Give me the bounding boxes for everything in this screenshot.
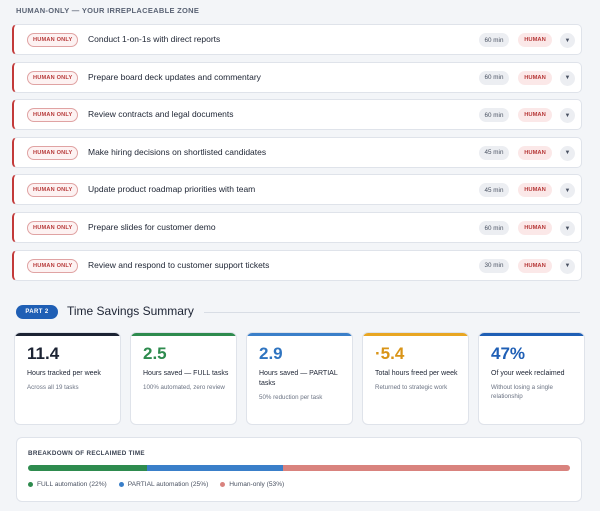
stat-subtext: Without losing a single relationship	[491, 384, 553, 400]
stat-value: 47%	[491, 344, 526, 363]
human-only-tag: HUMAN ONLY	[27, 145, 79, 160]
category-badge: HUMAN	[518, 70, 552, 85]
category-badge: HUMAN	[518, 183, 552, 198]
breakdown-segment	[28, 465, 148, 471]
stat-card: 2.5 Hours saved — FULL tasks 100% automa…	[130, 332, 237, 425]
legend-dot-icon	[220, 482, 226, 487]
human-only-tag: HUMAN ONLY	[27, 221, 79, 235]
stat-subtext: Across all 19 tasks	[27, 384, 79, 391]
task-title: Conduct 1-on-1s with direct reports	[88, 34, 221, 44]
duration-badge: 45 min	[479, 145, 509, 160]
legend-item: FULL automation (22%)	[28, 481, 107, 488]
part-badge: PART 2	[16, 305, 58, 319]
category-badge: HUMAN	[518, 108, 552, 123]
stat-value: 2.9	[259, 344, 283, 363]
legend-dot-icon	[28, 482, 33, 487]
zone-title: HUMAN-ONLY — YOUR IRREPLACEABLE ZONE	[16, 6, 200, 15]
stat-value: 2.5	[143, 344, 167, 363]
task-title: Prepare board deck updates and commentar…	[88, 71, 261, 82]
human-only-tag: HUMAN ONLY	[27, 183, 79, 198]
stat-accent-bar	[131, 333, 236, 336]
breakdown-title: BREAKDOWN OF RECLAIMED TIME	[28, 450, 145, 457]
human-only-tag: HUMAN ONLY	[27, 258, 79, 273]
legend-label: PARTIAL automation (25%)	[127, 481, 209, 488]
human-only-tag: HUMAN ONLY	[27, 33, 79, 47]
stat-accent-bar	[247, 333, 352, 336]
breakdown-card: BREAKDOWN OF RECLAIMED TIME FULL automat…	[16, 437, 582, 502]
stat-value: ·5.4	[375, 344, 405, 363]
chevron-down-icon[interactable]: ▼	[560, 33, 575, 48]
stat-subtext: 100% automated, zero review	[143, 384, 225, 391]
legend-item: PARTIAL automation (25%)	[118, 481, 209, 488]
category-badge: HUMAN	[518, 33, 552, 47]
chevron-down-icon[interactable]: ▼	[560, 108, 575, 124]
category-badge: HUMAN	[518, 145, 552, 160]
human-only-tag: HUMAN ONLY	[27, 108, 79, 123]
duration-badge: 30 min	[479, 258, 509, 273]
duration-badge: 60 min	[479, 70, 509, 85]
task-title: Make hiring decisions on shortlisted can…	[88, 146, 267, 157]
task-row[interactable]: HUMAN ONLY Make hiring decisions on shor…	[12, 136, 582, 168]
category-badge: HUMAN	[518, 258, 552, 273]
chevron-down-icon[interactable]: ▼	[560, 145, 575, 161]
chevron-down-icon[interactable]: ▼	[560, 221, 575, 236]
task-row[interactable]: HUMAN ONLY Conduct 1-on-1s with direct r…	[12, 24, 582, 55]
stat-value: 11.4	[27, 344, 60, 363]
stat-card: 2.9 Hours saved — PARTIAL tasks 50% redu…	[246, 332, 353, 425]
category-badge: HUMAN	[518, 221, 552, 235]
task-title: Prepare slides for customer demo	[88, 222, 216, 232]
duration-badge: 60 min	[479, 221, 509, 235]
stat-subtext: 50% reduction per task	[259, 394, 323, 401]
section-divider	[204, 312, 580, 313]
breakdown-legend: FULL automation (22%) PARTIAL automation…	[28, 481, 284, 488]
stat-label: Total hours freed per week	[375, 370, 458, 377]
chevron-down-icon[interactable]: ▼	[560, 183, 575, 199]
duration-badge: 60 min	[479, 33, 509, 47]
task-title: Update product roadmap priorities with t…	[88, 184, 256, 195]
breakdown-segment	[147, 465, 283, 471]
legend-label: Human-only (53%)	[229, 481, 285, 488]
human-only-tag: HUMAN ONLY	[27, 70, 79, 85]
legend-dot-icon	[118, 482, 124, 487]
stat-card: 47% Of your week reclaimed Without losin…	[478, 332, 585, 425]
stat-label: Hours saved — FULL tasks	[143, 370, 229, 377]
stat-card: 11.4 Hours tracked per week Across all 1…	[14, 332, 121, 425]
legend-item: Human-only (53%)	[220, 481, 284, 488]
stat-label: Hours tracked per week	[27, 370, 101, 377]
task-title: Review and respond to customer support t…	[88, 259, 270, 270]
stat-accent-bar	[363, 333, 468, 336]
stat-label: Hours saved — PARTIAL tasks	[259, 370, 338, 387]
task-row[interactable]: HUMAN ONLY Prepare slides for customer d…	[12, 212, 582, 243]
task-row[interactable]: HUMAN ONLY Prepare board deck updates an…	[12, 61, 582, 93]
breakdown-bar	[28, 465, 570, 471]
stat-subtext: Returned to strategic work	[375, 384, 448, 391]
stat-card: ·5.4 Total hours freed per week Returned…	[362, 332, 469, 425]
task-row[interactable]: HUMAN ONLY Update product roadmap priori…	[12, 174, 582, 206]
breakdown-segment	[282, 465, 570, 471]
chevron-down-icon[interactable]: ▼	[560, 258, 575, 274]
task-row[interactable]: HUMAN ONLY Review and respond to custome…	[12, 249, 582, 281]
section-title: Time Savings Summary	[67, 304, 194, 318]
task-row[interactable]: HUMAN ONLY Review contracts and legal do…	[12, 99, 582, 131]
stat-accent-bar	[15, 333, 120, 336]
legend-label: FULL automation (22%)	[37, 481, 107, 488]
chevron-down-icon[interactable]: ▼	[560, 70, 575, 86]
task-title: Review contracts and legal documents	[88, 109, 234, 120]
duration-badge: 45 min	[479, 183, 509, 198]
duration-badge: 60 min	[479, 108, 509, 123]
stat-label: Of your week reclaimed	[491, 370, 565, 377]
stat-accent-bar	[479, 333, 584, 336]
